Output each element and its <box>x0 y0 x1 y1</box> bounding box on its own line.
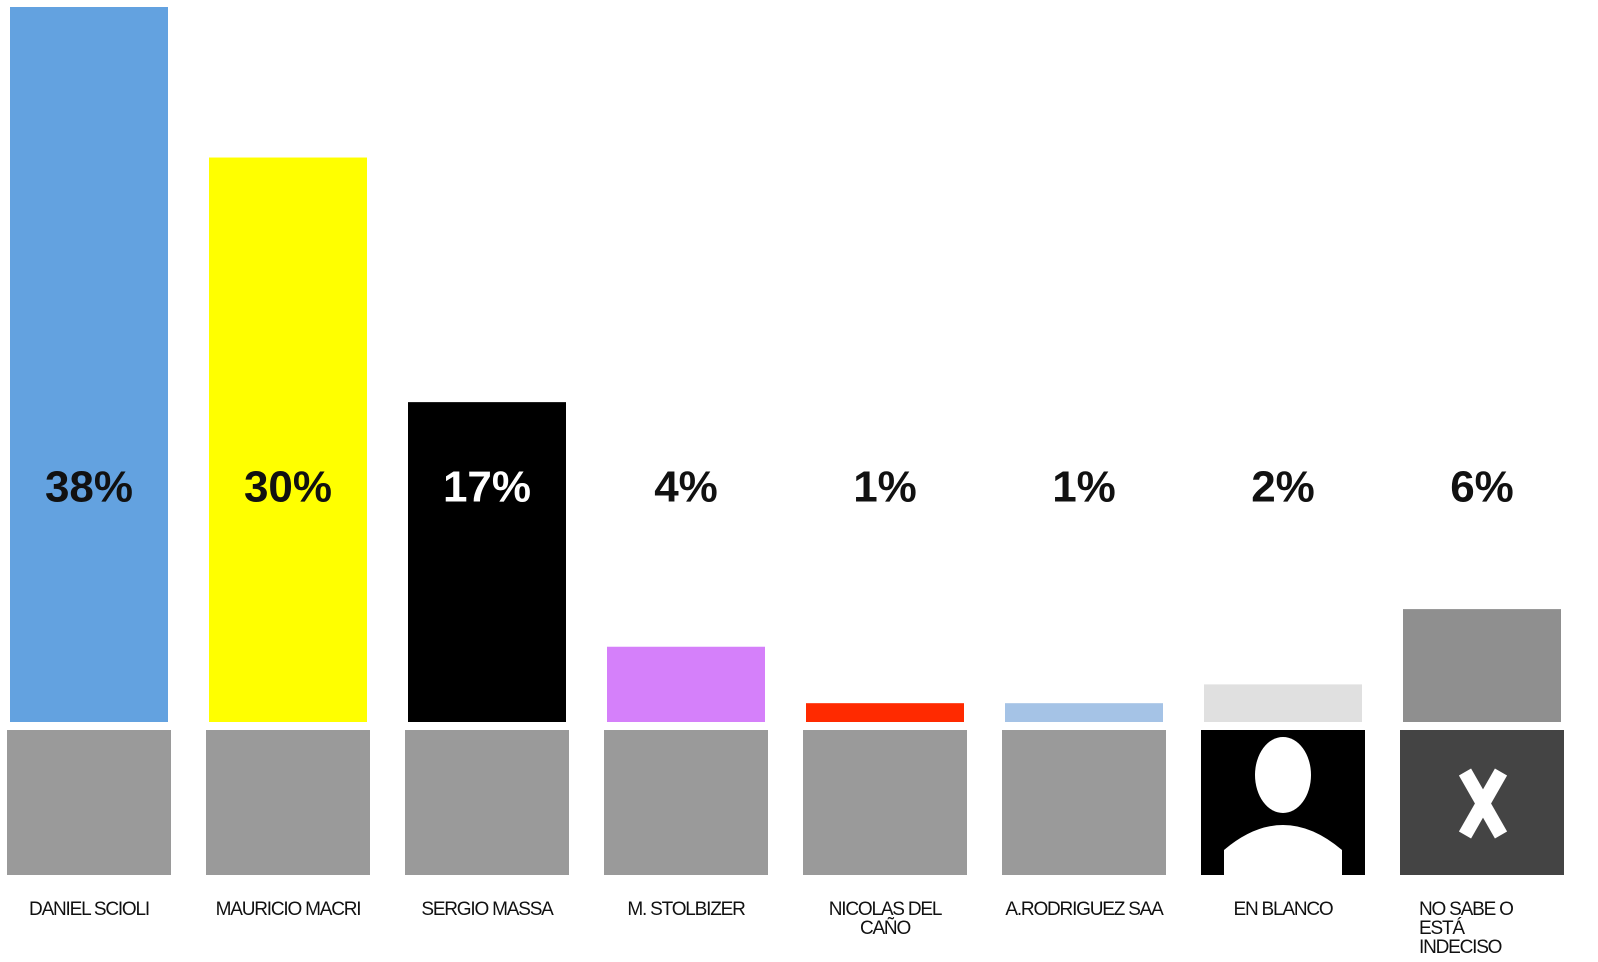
bar <box>1005 703 1163 722</box>
photo <box>206 730 370 875</box>
photo <box>7 730 171 875</box>
value-label: 1% <box>1052 463 1116 512</box>
bar <box>1204 684 1362 722</box>
value-label: 17% <box>443 463 531 512</box>
bar <box>1403 609 1561 722</box>
bar <box>806 703 964 722</box>
x-icon <box>1458 768 1508 839</box>
photo <box>405 730 569 875</box>
silhouette-body <box>1224 825 1342 875</box>
category-label: A.RODRIGUEZ SAA <box>1005 899 1163 920</box>
value-label: 30% <box>244 463 332 512</box>
photo <box>803 730 967 875</box>
silhouette-head <box>1255 737 1311 813</box>
category-label: M. STOLBIZER <box>627 899 745 920</box>
value-label: 4% <box>654 463 718 512</box>
photo <box>1002 730 1166 875</box>
category-label: SERGIO MASSA <box>421 899 554 920</box>
category-label: EN BLANCO <box>1233 899 1333 920</box>
bar <box>607 646 765 722</box>
bar <box>209 157 367 723</box>
category-label: MAURICIO MACRI <box>215 899 362 920</box>
photo <box>604 730 768 875</box>
bar <box>10 7 168 722</box>
value-label: 38% <box>45 463 133 512</box>
category-label: DANIEL SCIOLI <box>29 899 150 920</box>
value-label: 1% <box>853 463 917 512</box>
value-label: 6% <box>1450 463 1514 512</box>
category-label: NICOLAS DEL CAÑO <box>828 899 943 939</box>
value-label: 2% <box>1251 463 1315 512</box>
category-label: NO SABE O ESTÁ INDECISO <box>1419 899 1514 958</box>
bar <box>408 402 566 722</box>
